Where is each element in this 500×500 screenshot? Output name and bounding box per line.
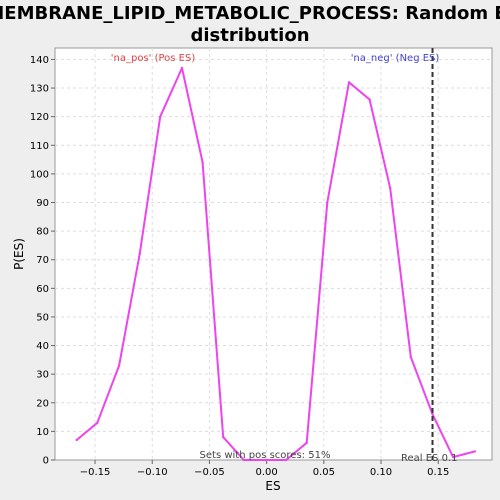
x-tick-label: 0.05 <box>313 467 335 478</box>
y-tick-label: 50 <box>36 312 49 323</box>
y-tick-label: 120 <box>30 112 49 123</box>
real-es-label: Real ES 0.1 <box>401 453 457 464</box>
es-data-point <box>431 413 434 416</box>
es-data-point <box>159 115 162 118</box>
chart-title-line2: distribution <box>190 25 309 46</box>
es-data-point <box>368 98 371 101</box>
x-tick-label: −0.15 <box>80 467 111 478</box>
es-data-point <box>284 458 288 462</box>
es-data-point <box>242 458 245 462</box>
series-group <box>75 66 477 462</box>
y-tick-label: 140 <box>30 55 49 66</box>
x-axis: −0.15 −0.10 −0.05 0.00 0.05 0.10 0.15 <box>80 460 449 478</box>
y-tick-label: 40 <box>36 341 49 352</box>
y-tick-label: 110 <box>30 141 49 152</box>
es-data-point <box>201 161 204 164</box>
y-tick-label: 90 <box>36 198 49 209</box>
es-data-point <box>347 81 351 84</box>
x-axis-label: ES <box>265 479 280 493</box>
y-tick-label: 130 <box>30 84 49 95</box>
x-tick-label: 0.00 <box>256 467 278 478</box>
y-tick-label: 70 <box>36 255 49 266</box>
y-axis-label: P(ES) <box>12 238 26 270</box>
y-tick-label: 0 <box>43 456 49 467</box>
y-tick-label: 60 <box>36 284 49 295</box>
pos-scores-annotation: Sets with pos scores: 51% <box>200 450 331 461</box>
grid <box>55 48 492 460</box>
x-tick-label: 0.15 <box>427 467 449 478</box>
y-tick-label: 30 <box>36 370 49 381</box>
es-data-point <box>264 458 267 462</box>
pos-es-label: 'na_pos' (Pos ES) <box>111 53 196 64</box>
neg-es-label: 'na_neg' (Neg ES) <box>351 53 440 64</box>
es-series-line <box>76 67 476 461</box>
y-tick-label: 80 <box>36 227 49 238</box>
es-data-point <box>75 438 78 442</box>
es-data-point <box>326 201 329 204</box>
y-axis: 0 10 20 30 40 50 60 70 80 90 100 110 120 130 140 <box>30 55 55 467</box>
es-data-point <box>305 441 308 445</box>
chart-title-line1: MEMBRANE_LIPID_METABOLIC_PROCESS: Random… <box>0 3 500 24</box>
es-data-point <box>180 66 184 70</box>
x-tick-label: −0.05 <box>194 467 225 478</box>
es-data-point <box>221 435 225 439</box>
x-tick-label: −0.10 <box>137 467 168 478</box>
es-data-point <box>138 252 141 256</box>
es-data-point <box>451 455 455 459</box>
y-tick-label: 20 <box>36 398 49 409</box>
x-tick-label: 0.10 <box>370 467 392 478</box>
y-tick-label: 100 <box>30 169 49 180</box>
es-data-point <box>96 421 99 425</box>
y-tick-label: 10 <box>36 427 49 438</box>
es-data-point <box>409 355 412 359</box>
es-data-point <box>117 364 121 367</box>
es-data-point <box>388 186 392 190</box>
es-data-point <box>473 450 477 453</box>
